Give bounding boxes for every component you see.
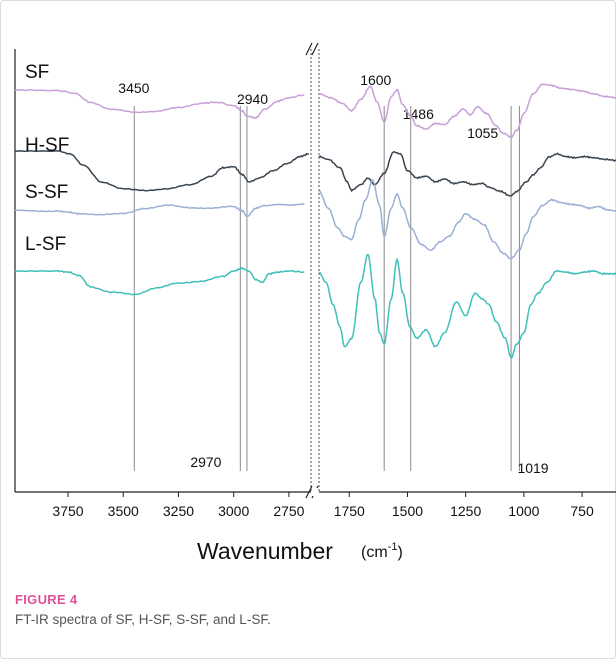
- x-tick-label: 1500: [392, 503, 423, 519]
- x-axis-unit: (cm-1): [361, 541, 403, 561]
- series-line-l-sf-left: [14, 266, 305, 296]
- series-line-sf-left: [14, 89, 305, 120]
- series-label-h-sf: H-SF: [25, 135, 69, 156]
- axis-break-gap: [312, 488, 318, 496]
- axis-break-mark-top: [305, 42, 319, 56]
- series-line-l-sf-right: [318, 253, 616, 359]
- x-tick-label: 1000: [508, 503, 539, 519]
- peak-label-1055: 1055: [467, 125, 498, 141]
- series-label-l-sf: L-SF: [25, 234, 66, 255]
- peak-label-3450: 3450: [118, 80, 149, 96]
- x-tick-label: 3000: [218, 503, 249, 519]
- peak-label-2940: 2940: [237, 91, 268, 107]
- x-tick-label: 2750: [273, 503, 304, 519]
- x-tick-label: 1750: [334, 503, 365, 519]
- series-line-h-sf-left: [14, 150, 309, 192]
- ftir-chart: 3450 2970 2940 1600 1486 1055 1019 SF H-SF S-SF L…: [14, 42, 616, 564]
- series-line-h-sf-right: [318, 150, 616, 197]
- x-axis-ticks: 3750 3500 3250 3000 2750 1750 1500 1250 1000 750: [52, 492, 594, 519]
- x-tick-label: 750: [570, 503, 594, 519]
- series-label-sf: SF: [25, 62, 49, 83]
- peak-label-2970: 2970: [190, 454, 221, 470]
- peak-lines: 3450 2970 2940 1600 1486 1055 1019: [118, 72, 549, 476]
- x-tick-label: 3250: [163, 503, 194, 519]
- x-axis-title: Wavenumber: [197, 538, 333, 564]
- x-tick-label: 3750: [52, 503, 83, 519]
- series-lines: [14, 83, 616, 359]
- x-tick-label: 1250: [450, 503, 481, 519]
- x-tick-label: 3500: [108, 503, 139, 519]
- series-line-s-sf-left: [14, 203, 305, 218]
- peak-label-1019: 1019: [517, 460, 548, 476]
- series-label-s-sf: S-SF: [25, 182, 68, 203]
- peak-label-1486: 1486: [403, 106, 434, 122]
- figure-label: FIGURE 4: [15, 592, 78, 607]
- series-line-sf-right: [318, 83, 616, 139]
- series-line-s-sf-right: [318, 178, 616, 260]
- series-labels: SF H-SF S-SF L-SF: [25, 62, 69, 255]
- figure-caption: FT-IR spectra of SF, H-SF, S-SF, and L-S…: [15, 612, 271, 627]
- peak-label-1600: 1600: [360, 72, 391, 88]
